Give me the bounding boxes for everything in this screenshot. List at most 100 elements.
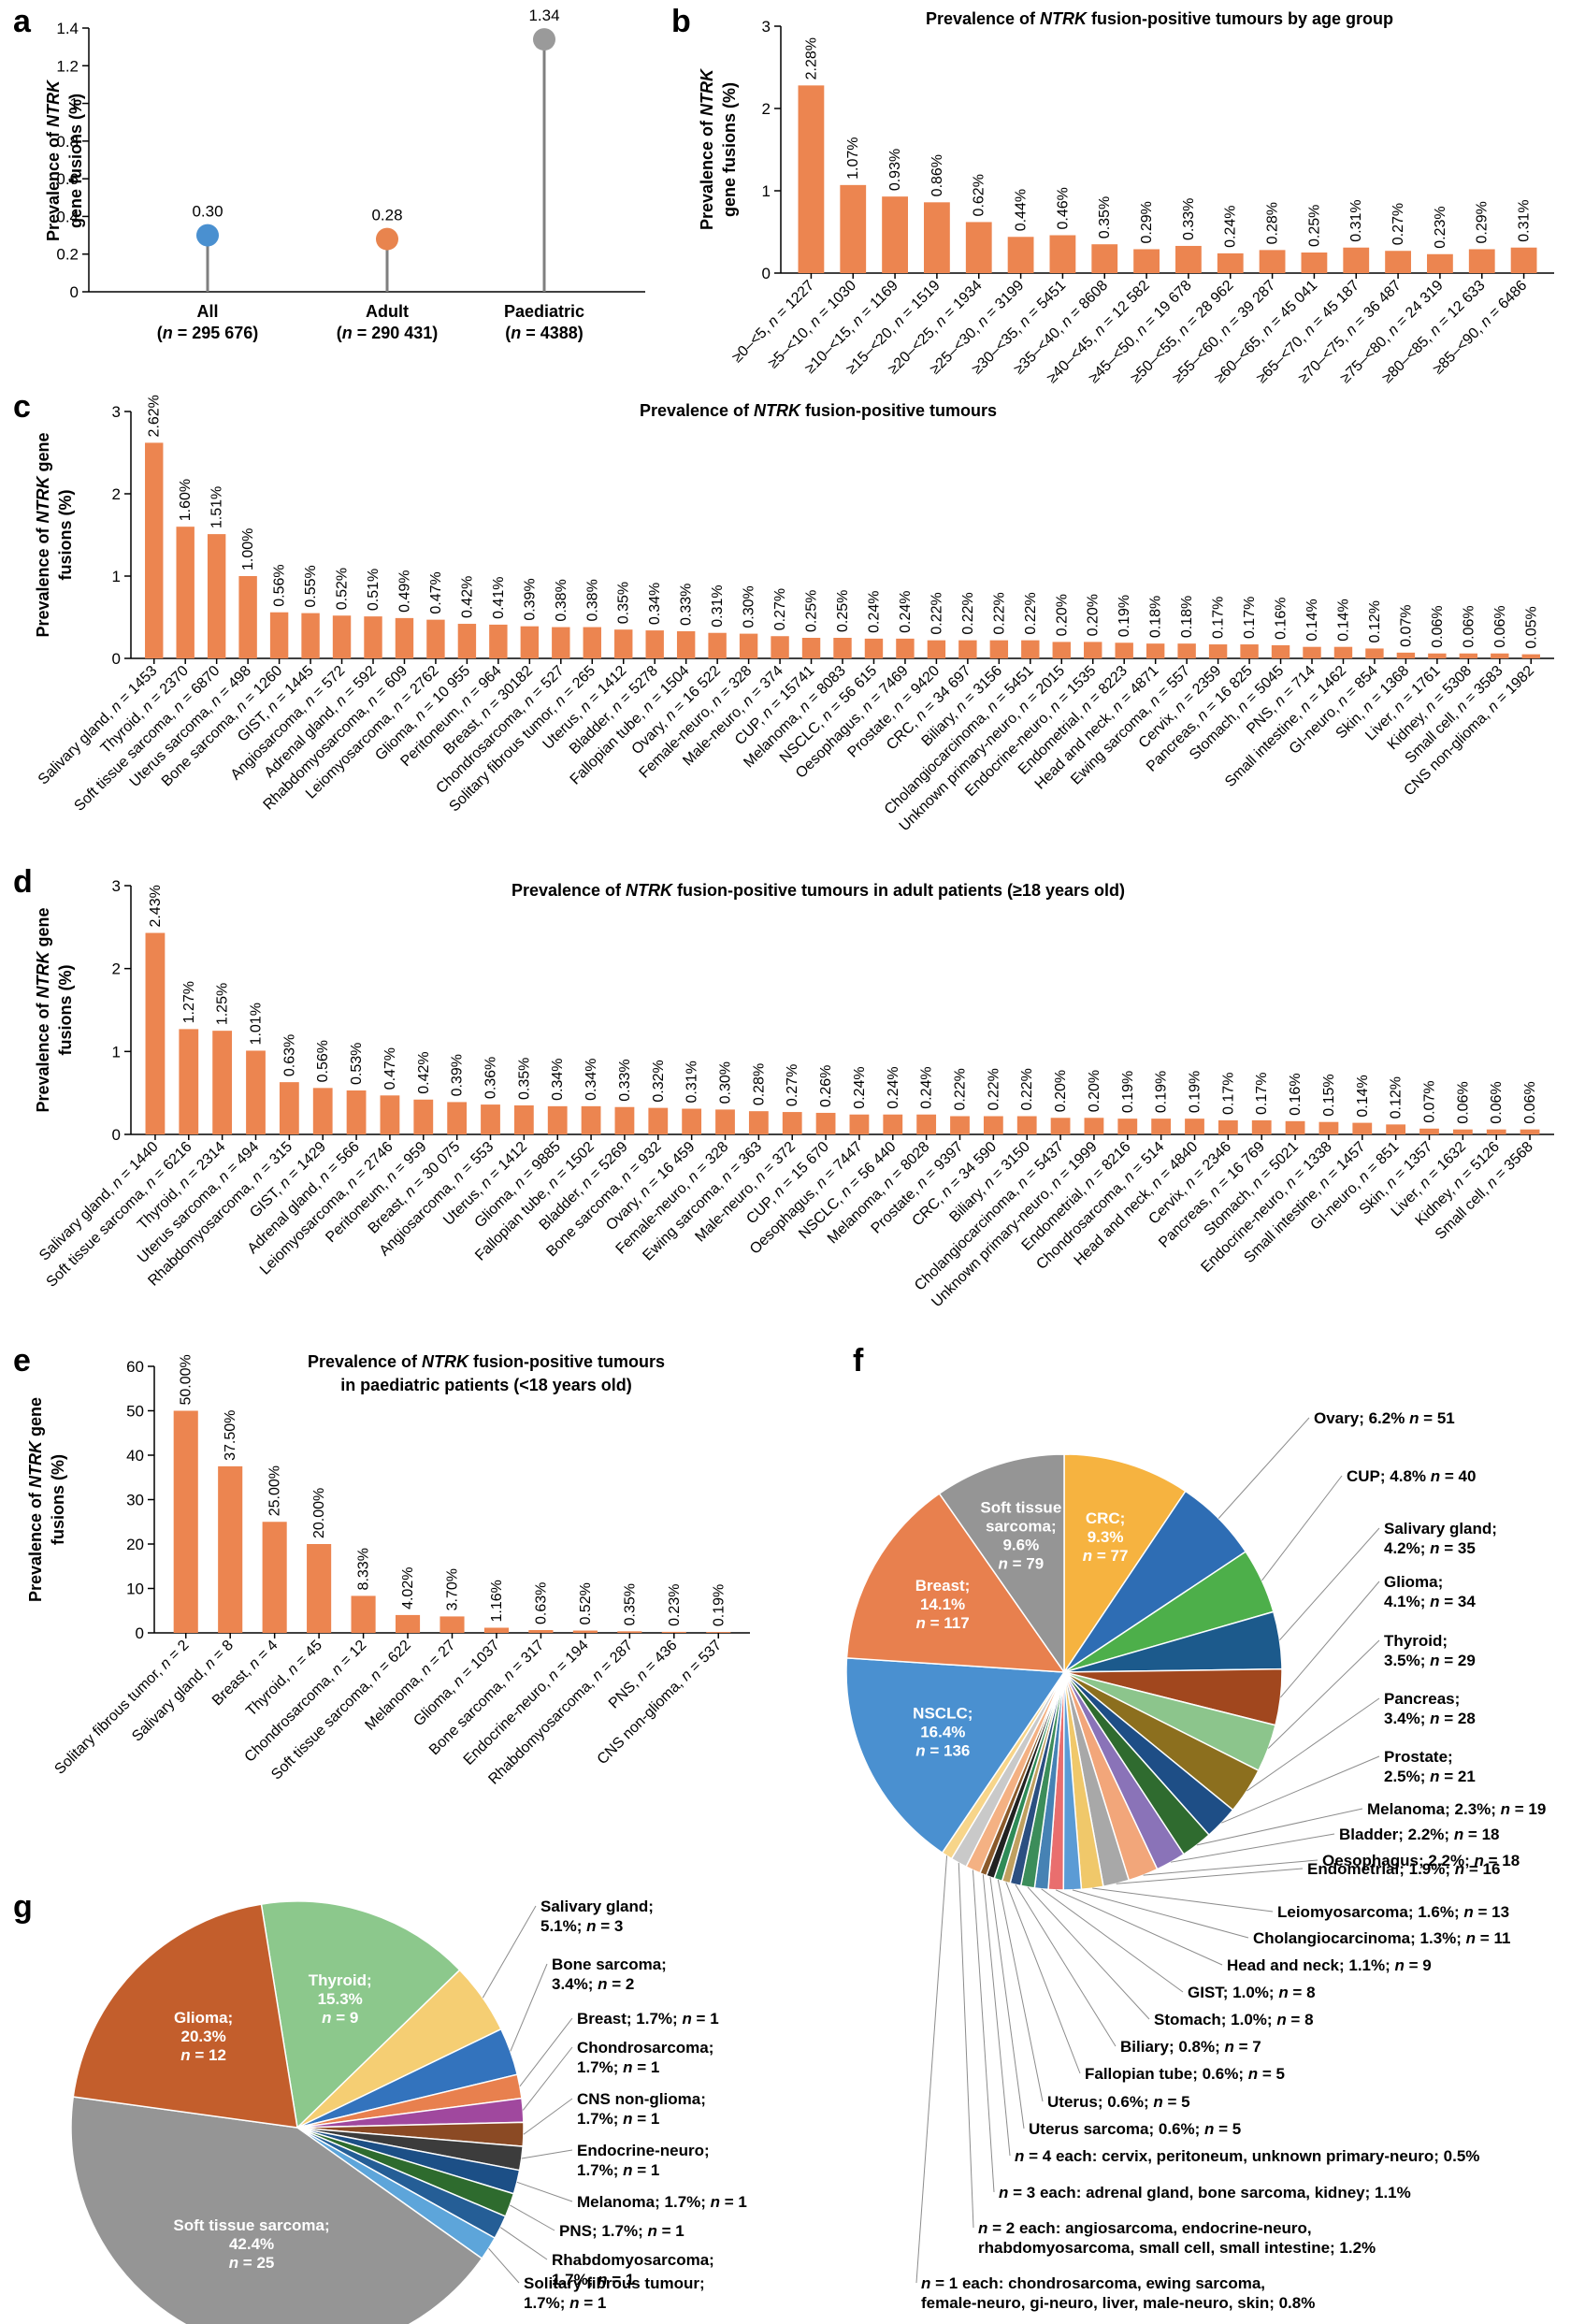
data-label: 0.24%	[886, 1066, 901, 1108]
data-label: 0.35%	[616, 582, 632, 624]
slice-label: n = 2 each: angiosarcoma, endocrine-neur…	[978, 2219, 1312, 2237]
bar	[617, 1631, 642, 1633]
data-label: 0.22%	[953, 1068, 969, 1110]
slice-label: rhabdomyosarcoma, small cell, small inte…	[978, 2239, 1376, 2257]
data-label: 0.24%	[852, 1066, 868, 1108]
slice-label: Stomach; 1.0%; n = 8	[1154, 2011, 1314, 2028]
value-label: 0.30	[192, 203, 223, 221]
data-label: 37.50%	[223, 1410, 238, 1461]
chart-b-bar: 0 1 2 3 Prevalence of NTRK gene fusions (%) Pr…	[698, 9, 1554, 386]
y-axis-label: Prevalence of NTRK gene	[34, 432, 52, 637]
bar	[1146, 643, 1165, 658]
slice-label: Oesophagus; 2.2%; n = 18	[1322, 1852, 1520, 1869]
bar	[307, 1544, 332, 1633]
slice-label: CRC;	[1086, 1509, 1126, 1527]
slice-label: Endometrial; 1.9%; n = 16	[1307, 1860, 1500, 1878]
bar	[1177, 643, 1196, 658]
data-label: 0.39%	[450, 1054, 466, 1096]
bar	[1468, 249, 1495, 273]
data-label: 0.28%	[751, 1063, 767, 1105]
data-label: 0.22%	[991, 592, 1007, 634]
group-n-label: (n = 290 431)	[337, 324, 439, 342]
data-label: 0.41%	[491, 577, 507, 619]
data-label: 2.62%	[147, 395, 163, 437]
data-label: 0.12%	[1389, 1076, 1405, 1119]
leader-line	[1072, 1889, 1249, 1939]
bar	[179, 1029, 199, 1134]
y-axis-label: Prevalence of NTRK	[698, 67, 716, 230]
bar	[1208, 644, 1228, 658]
leader-line	[1261, 1475, 1343, 1581]
chart-title: Prevalence of NTRK fusion-positive tumou…	[308, 1352, 665, 1371]
y-tick-label: 1	[112, 568, 121, 585]
chart-title-line2: in paediatric patients (<18 years old)	[340, 1376, 632, 1394]
bar	[312, 1088, 333, 1134]
bar	[682, 1108, 702, 1134]
chart-a-lollipop: 0 0.2 0.4 0.6 0.8 1 1.2 1.4 Prevalence of NTRK ge…	[44, 7, 645, 342]
y-tick-label: 30	[126, 1492, 144, 1509]
data-label: 0.23%	[667, 1584, 683, 1626]
data-label: 0.39%	[522, 578, 538, 620]
data-label: 8.33%	[356, 1548, 372, 1590]
slice-label: n = 77	[1083, 1547, 1129, 1565]
bar	[989, 640, 1009, 658]
bar	[676, 630, 696, 658]
bar	[916, 1114, 937, 1134]
bar	[950, 1116, 970, 1134]
leader-line	[488, 2247, 520, 2284]
bar	[708, 632, 727, 658]
pie-slice	[845, 1657, 1066, 1855]
data-label: 0.32%	[651, 1060, 667, 1102]
y-tick-label: 1.4	[56, 20, 79, 37]
y-axis-label: Prevalence of NTRK	[44, 79, 63, 241]
y-tick-label: 3	[762, 18, 771, 36]
y-axis-label-line2: fusions (%)	[56, 489, 75, 580]
leader-line	[1279, 1527, 1380, 1641]
slice-label: n = 79	[998, 1554, 1044, 1572]
bar	[207, 534, 226, 658]
slice-label: Rhabdomyosarcoma;	[552, 2251, 714, 2269]
pie-slice	[260, 1900, 461, 2129]
leader-line	[1196, 1808, 1363, 1846]
bar	[1084, 642, 1102, 658]
lollipop-point	[196, 224, 219, 247]
y-tick-label: 3	[112, 877, 121, 895]
y-tick-label: 2	[112, 485, 121, 503]
bar	[1419, 1128, 1439, 1134]
slice-label: Glioma;	[174, 2009, 233, 2027]
data-label: 1.60%	[178, 479, 194, 521]
data-label: 0.49%	[396, 570, 412, 613]
bar	[1428, 653, 1447, 658]
slice-label: 3.5%; n = 29	[1384, 1652, 1476, 1669]
bar	[1521, 654, 1540, 658]
slice-label: 1.7%; n = 1	[577, 2110, 659, 2128]
bar	[547, 1105, 568, 1134]
bar	[1352, 1122, 1373, 1134]
bar	[958, 640, 977, 658]
data-label: 0.19%	[1120, 1071, 1136, 1113]
y-tick-label: 1	[70, 95, 79, 113]
data-label: 0.28%	[1265, 202, 1281, 244]
bar	[364, 616, 382, 658]
leader-line	[510, 2204, 555, 2231]
panel-label-f: f	[853, 1343, 864, 1379]
data-label: 0.22%	[1019, 1068, 1035, 1110]
bar	[1318, 1121, 1339, 1134]
data-label: 0.12%	[1367, 600, 1383, 642]
data-label: 0.36%	[483, 1057, 499, 1099]
bar	[1175, 245, 1202, 273]
data-label: 0.06%	[1489, 1081, 1505, 1123]
slice-label: PNS; 1.7%; n = 1	[559, 2222, 684, 2240]
bar	[1084, 1118, 1104, 1134]
slice-label: CUP; 4.8% n = 40	[1347, 1467, 1476, 1485]
data-label: 0.06%	[1430, 605, 1446, 647]
panel-label-c: c	[13, 389, 31, 425]
bar	[1115, 642, 1133, 658]
leader-line	[958, 1862, 974, 2229]
data-label: 0.20%	[1054, 594, 1070, 636]
data-label: 0.14%	[1355, 1075, 1371, 1117]
data-label: 0.31%	[1348, 199, 1364, 241]
leader-line	[1055, 1889, 1223, 1966]
bar	[882, 196, 908, 273]
pie-slice	[72, 1903, 298, 2129]
